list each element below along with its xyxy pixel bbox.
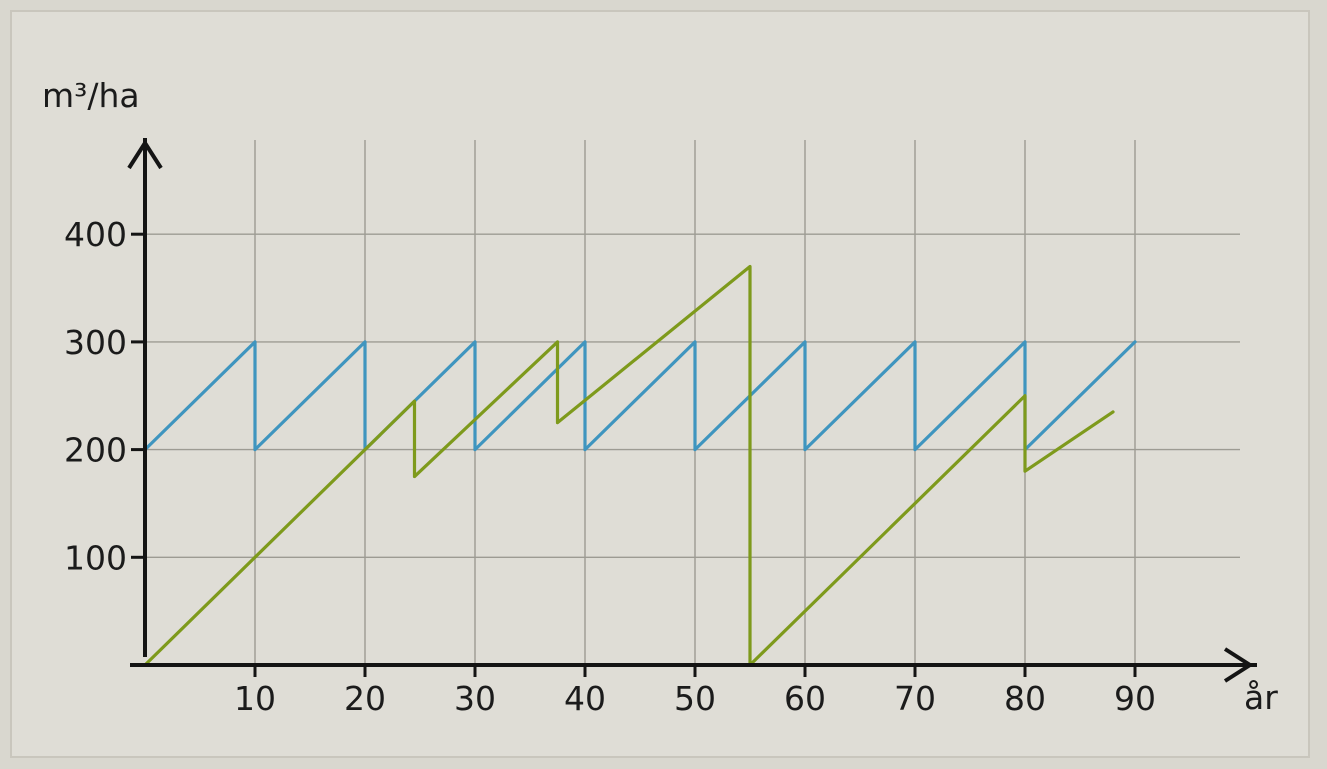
series-1-point-4 bbox=[556, 421, 559, 425]
series-1-point-7 bbox=[1023, 394, 1027, 398]
x-tick-label-90: 90 bbox=[1114, 679, 1156, 718]
series-0-point-10 bbox=[693, 448, 697, 451]
axes-layer: m³/ha år bbox=[42, 76, 1278, 717]
series-0-point-1 bbox=[253, 340, 257, 344]
series-0-point-5 bbox=[473, 340, 477, 344]
x-tick-label-80: 80 bbox=[1004, 679, 1046, 718]
chart-frame: m³/ha år 10 20 30 40 50 60 70 80 90 100 200 300 400 bbox=[10, 10, 1310, 758]
series-0-point-8 bbox=[583, 448, 587, 451]
series-0-point-9 bbox=[693, 340, 697, 344]
series-0-point-17 bbox=[1133, 340, 1137, 344]
x-tick-label-50: 50 bbox=[674, 679, 716, 718]
series-0-point-2 bbox=[253, 448, 257, 451]
series-1-point-2 bbox=[413, 475, 416, 478]
x-tick-label-70: 70 bbox=[894, 679, 936, 718]
y-axis-arrowhead bbox=[127, 139, 163, 170]
x-axis-unit-label: år bbox=[1244, 678, 1278, 717]
y-tick-label-300: 300 bbox=[64, 323, 127, 362]
x-axis-arrowhead bbox=[1223, 647, 1254, 683]
grid-layer bbox=[145, 140, 1240, 665]
x-tick-label-20: 20 bbox=[344, 679, 386, 718]
series-1-point-3 bbox=[556, 340, 559, 344]
series-line-0 bbox=[143, 340, 1137, 452]
series-0-point-6 bbox=[473, 448, 477, 451]
series-0-point-11 bbox=[803, 340, 807, 344]
tick-layer: 10 20 30 40 50 60 70 80 90 100 200 300 400 bbox=[64, 215, 1156, 718]
series-0-point-12 bbox=[803, 448, 807, 451]
series-1-point-8 bbox=[1023, 469, 1027, 473]
series-0-point-7 bbox=[583, 340, 587, 344]
x-tick-label-60: 60 bbox=[784, 679, 826, 718]
series-line-1 bbox=[143, 264, 1115, 667]
series-1-point-9 bbox=[1111, 410, 1115, 414]
y-tick-label-400: 400 bbox=[64, 215, 127, 254]
x-tick-label-40: 40 bbox=[564, 679, 606, 718]
y-tick-label-200: 200 bbox=[64, 431, 127, 470]
series-0-point-3 bbox=[363, 340, 367, 344]
y-axis-unit-label: m³/ha bbox=[42, 76, 140, 115]
series-0-point-15 bbox=[1023, 340, 1027, 344]
series-0-point-14 bbox=[913, 448, 917, 451]
x-tick-label-30: 30 bbox=[454, 679, 496, 718]
series-1-point-1 bbox=[413, 399, 416, 403]
x-tick-label-10: 10 bbox=[234, 679, 276, 718]
y-tick-label-100: 100 bbox=[64, 538, 127, 577]
chart-svg: m³/ha år 10 20 30 40 50 60 70 80 90 100 200 300 400 bbox=[42, 76, 1278, 718]
series-0-point-13 bbox=[913, 340, 917, 344]
series-1-point-5 bbox=[748, 265, 752, 268]
series-layer bbox=[143, 264, 1137, 667]
